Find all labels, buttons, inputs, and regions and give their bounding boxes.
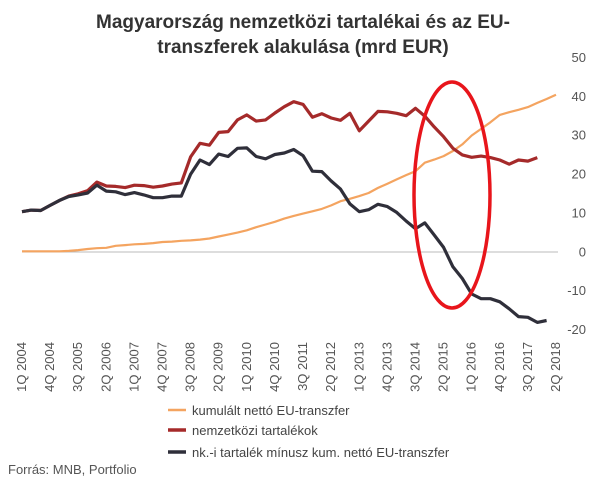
y-tick-label: 10	[572, 205, 586, 220]
x-tick-label: 2Q 2009	[211, 342, 226, 392]
x-tick-label: 2Q 2018	[548, 342, 563, 392]
series-line-difference	[21, 146, 547, 324]
x-tick-label: 4Q 2004	[42, 342, 57, 392]
x-tick-label: 4Q 2016	[492, 342, 507, 392]
x-tick-label: 1Q 2016	[464, 342, 479, 392]
y-tick-label: 0	[579, 244, 586, 259]
y-axis-tick-labels: 50 40 30 20 10 0 -10 -20	[567, 50, 586, 337]
chart-title-line1: Magyarország nemzetközi tartalékai és az…	[96, 12, 510, 33]
series-lines	[21, 93, 557, 324]
series-line-reserves	[21, 100, 538, 214]
x-axis-tick-labels: 1Q 2004 4Q 2004 3Q 2005 2Q 2006 1Q 2007 4Q 20…	[14, 342, 563, 392]
x-tick-label: 3Q 2014	[407, 342, 422, 392]
chart-title-line2: transzferek alakulása (mrd EUR)	[157, 37, 448, 58]
x-tick-label: 3Q 2005	[70, 342, 85, 392]
source-note: Forrás: MNB, Portfolio	[8, 462, 137, 477]
x-tick-label: 4Q 2007	[155, 342, 170, 392]
x-tick-label: 1Q 2013	[351, 342, 366, 392]
y-tick-label: -10	[567, 283, 586, 298]
x-tick-label: 3Q 2008	[183, 342, 198, 392]
x-tick-label: 3Q 2011	[295, 342, 310, 391]
x-tick-label: 4Q 2013	[379, 342, 394, 392]
x-tick-label: 2Q 2015	[436, 342, 451, 392]
y-tick-label: -20	[567, 322, 586, 337]
x-tick-label: 1Q 2010	[239, 342, 254, 392]
y-tick-label: 50	[572, 50, 586, 65]
series-line-cumulative	[22, 93, 557, 253]
legend-label-reserves: nemzetközi tartalékok	[192, 423, 318, 438]
legend: kumulált nettó EU-transzfer nemzetközi t…	[168, 403, 450, 460]
legend-label-difference: nk.-i tartalék mínusz kum. nettó EU-tran…	[192, 445, 450, 460]
y-tick-label: 30	[572, 128, 586, 143]
x-tick-label: 2Q 2012	[323, 342, 338, 392]
highlight-ellipse	[412, 80, 492, 310]
y-tick-label: 40	[572, 89, 586, 104]
x-tick-label: 1Q 2007	[126, 342, 141, 392]
x-tick-label: 3Q 2017	[520, 342, 535, 392]
x-tick-label: 4Q 2010	[267, 342, 282, 392]
x-tick-label: 1Q 2004	[14, 342, 29, 392]
x-tick-label: 2Q 2006	[98, 342, 113, 392]
y-tick-label: 20	[572, 167, 586, 182]
legend-label-cumulative: kumulált nettó EU-transzfer	[192, 403, 350, 418]
